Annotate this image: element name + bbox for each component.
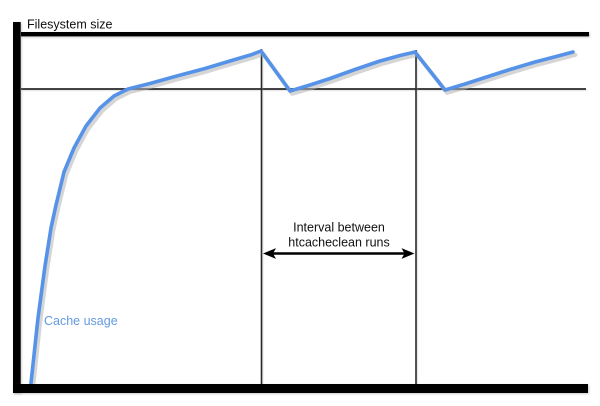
reference-lines bbox=[21, 49, 586, 387]
y-axis-bar bbox=[13, 22, 21, 393]
interval-label-line-1: Interval between bbox=[293, 221, 385, 235]
arrow-head-left-icon bbox=[263, 248, 276, 259]
cache-usage-label: Cache usage bbox=[44, 314, 118, 328]
filesystem-size-label: Filesystem size bbox=[27, 18, 112, 32]
x-axis-bar bbox=[13, 384, 588, 393]
interval-label-line-2: htcacheclean runs bbox=[288, 236, 389, 250]
axes bbox=[13, 22, 589, 393]
arrow-head-right-icon bbox=[401, 248, 415, 259]
annotations: Filesystem size Interval between htcache… bbox=[27, 18, 390, 329]
cache-usage-series bbox=[29, 49, 578, 388]
cache-usage-curve bbox=[29, 49, 575, 385]
interval-arrow bbox=[263, 248, 415, 259]
cache-usage-curve-shadow bbox=[31, 51, 578, 388]
